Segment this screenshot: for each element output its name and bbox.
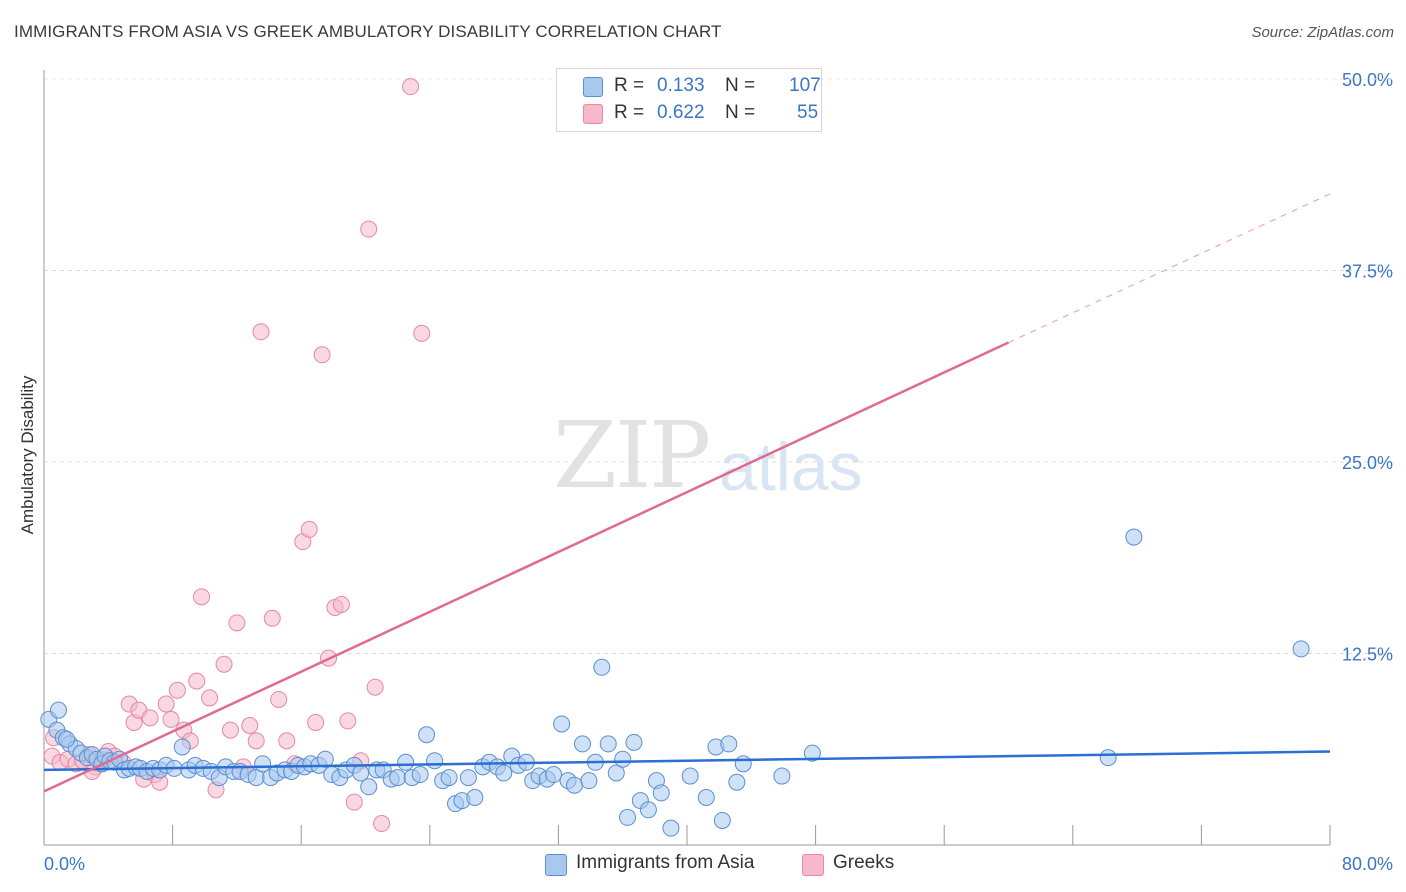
point-greeks [168, 681, 186, 699]
point-immigrants-from-asia [360, 778, 378, 796]
point-immigrants-from-asia [639, 801, 657, 819]
legend: R = 0.133 N = 107 R = 0.622 N = 55 [556, 68, 822, 132]
point-immigrants-from-asia [697, 789, 715, 807]
point-immigrants-from-asia [254, 755, 272, 773]
point-immigrants-from-asia [619, 808, 637, 826]
point-greeks [339, 712, 357, 730]
point-immigrants-from-asia [607, 764, 625, 782]
point-immigrants-from-asia [495, 764, 513, 782]
point-greeks [300, 520, 318, 538]
legend-n-label: N = [725, 102, 756, 123]
point-greeks [188, 672, 206, 690]
point-greeks [313, 346, 331, 364]
point-immigrants-from-asia [58, 730, 76, 748]
source-label: Source: ZipAtlas.com [1251, 24, 1394, 41]
point-immigrants-from-asia [411, 766, 429, 784]
point-immigrants-from-asia [713, 811, 731, 829]
point-greeks [366, 678, 384, 696]
legend-n-value: 55 [797, 102, 819, 123]
point-immigrants-from-asia [1099, 749, 1117, 767]
point-immigrants-from-asia [173, 738, 191, 756]
point-greeks [252, 323, 270, 341]
point-greeks [215, 655, 233, 673]
legend-r-label: R = [614, 75, 645, 96]
point-greeks [263, 609, 281, 627]
point-greeks [360, 220, 378, 238]
point-greeks [270, 690, 288, 708]
x-tick-label: 80.0% [1342, 854, 1393, 874]
point-greeks [162, 710, 180, 728]
point-immigrants-from-asia [352, 764, 370, 782]
point-immigrants-from-asia [593, 658, 611, 676]
point-greeks [193, 588, 211, 606]
legend-r-label: R = [614, 102, 645, 123]
point-immigrants-from-asia [625, 733, 643, 751]
point-immigrants-from-asia [773, 767, 791, 785]
point-immigrants-from-asia [728, 773, 746, 791]
point-greeks [373, 815, 391, 833]
legend-n-value: 107 [789, 75, 821, 96]
point-immigrants-from-asia [389, 769, 407, 787]
legend-n-label: N = [725, 75, 756, 96]
point-greeks [307, 713, 325, 731]
point-greeks [241, 717, 259, 735]
bottom-legend-label-asia: Immigrants from Asia [576, 852, 755, 873]
point-greeks [413, 324, 431, 342]
point-greeks [157, 695, 175, 713]
point-immigrants-from-asia [574, 735, 592, 753]
point-greeks [221, 721, 239, 739]
legend-r-value: 0.133 [657, 75, 705, 96]
point-immigrants-from-asia [1125, 528, 1143, 546]
point-immigrants-from-asia [466, 789, 484, 807]
point-immigrants-from-asia [803, 744, 821, 762]
point-immigrants-from-asia [49, 701, 67, 719]
point-greeks [141, 709, 159, 727]
point-greeks [228, 614, 246, 632]
watermark-zip: ZIP [553, 402, 711, 509]
y-tick-label: 25.0% [1342, 453, 1393, 473]
point-immigrants-from-asia [418, 726, 436, 744]
trendline-greeks [43, 341, 1010, 793]
point-immigrants-from-asia [553, 715, 571, 733]
chart-title: IMMIGRANTS FROM ASIA VS GREEK AMBULATORY… [14, 22, 722, 41]
point-greeks [402, 78, 420, 96]
point-immigrants-from-asia [681, 767, 699, 785]
point-immigrants-from-asia [720, 735, 738, 753]
point-immigrants-from-asia [599, 735, 617, 753]
point-greeks [247, 732, 265, 750]
point-greeks [278, 732, 296, 750]
point-immigrants-from-asia [734, 755, 752, 773]
point-immigrants-from-asia [652, 784, 670, 802]
y-tick-label: 12.5% [1342, 645, 1393, 665]
trendline-immigrants-from-asia [43, 750, 1331, 772]
x-tick-label: 0.0% [44, 854, 85, 874]
point-immigrants-from-asia [580, 772, 598, 790]
point-immigrants-from-asia [440, 769, 458, 787]
point-immigrants-from-asia [565, 776, 583, 794]
y-tick-label: 37.5% [1342, 262, 1393, 282]
legend-swatch-asia [583, 77, 603, 97]
point-immigrants-from-asia [614, 750, 632, 768]
bottom-legend-label-greeks: Greeks [833, 852, 895, 873]
point-immigrants-from-asia [662, 819, 680, 837]
point-immigrants-from-asia [316, 750, 334, 768]
point-greeks [345, 793, 363, 811]
point-immigrants-from-asia [1292, 640, 1310, 658]
point-immigrants-from-asia [397, 753, 415, 771]
point-greeks [201, 689, 219, 707]
y-tick-label: 50.0% [1342, 70, 1393, 90]
trendline-greeks-extension [1008, 193, 1331, 344]
point-immigrants-from-asia [459, 769, 477, 787]
bottom-legend-swatch-asia [545, 854, 567, 876]
legend-swatch-greeks [583, 104, 603, 124]
legend-r-value: 0.622 [657, 102, 705, 123]
point-immigrants-from-asia [426, 752, 444, 770]
point-greeks [332, 595, 350, 613]
point-immigrants-from-asia [545, 766, 563, 784]
bottom-legend-swatch-greeks [802, 854, 824, 876]
